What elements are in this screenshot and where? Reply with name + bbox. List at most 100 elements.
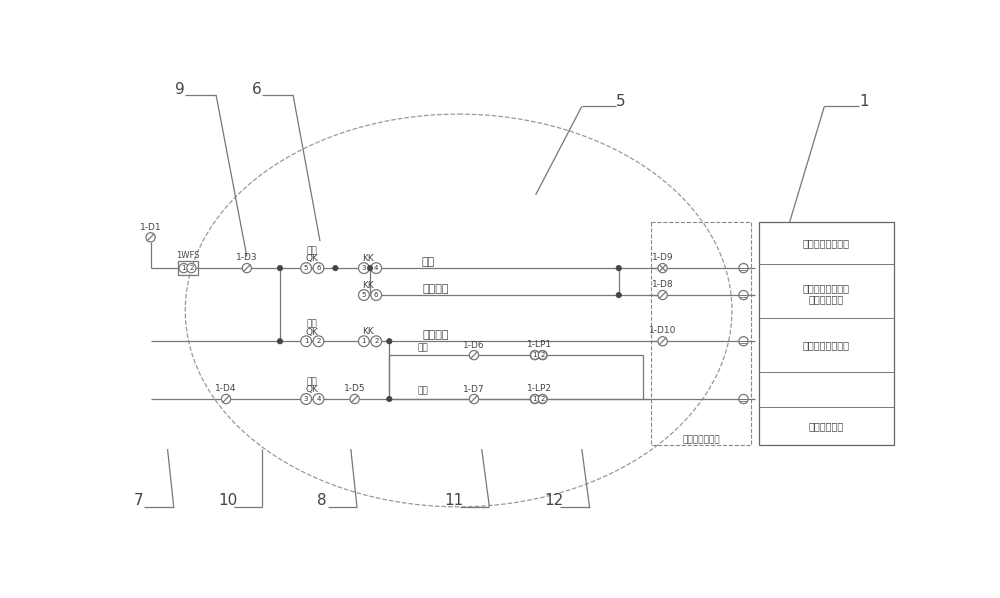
Text: 5: 5 [304,265,308,271]
Text: 2: 2 [540,396,545,402]
Text: 1: 1 [304,338,308,344]
Text: 1: 1 [533,396,537,402]
Text: 1-D7: 1-D7 [463,385,485,393]
Circle shape [739,291,748,300]
Circle shape [221,395,231,404]
Text: KK: KK [362,280,374,289]
Text: 2: 2 [540,352,545,358]
Text: 1: 1 [362,338,366,344]
Circle shape [739,395,748,404]
Circle shape [371,263,382,273]
Text: 同期手合: 同期手合 [422,330,449,340]
Text: 4: 4 [374,265,378,271]
Circle shape [146,233,155,242]
Circle shape [616,292,621,298]
Circle shape [538,351,547,359]
Circle shape [658,291,667,300]
Text: 12: 12 [544,493,564,508]
Text: 1-D3: 1-D3 [236,253,258,262]
Text: 9: 9 [175,82,185,97]
Circle shape [387,396,392,402]
Text: 1: 1 [533,352,537,358]
Circle shape [367,266,373,271]
Text: 7: 7 [134,493,144,508]
Circle shape [350,395,359,404]
Circle shape [301,263,312,273]
Circle shape [538,350,547,360]
Text: KK: KK [362,327,374,335]
Text: 2: 2 [374,338,378,344]
Circle shape [333,266,338,271]
Text: 1-D5: 1-D5 [344,384,365,393]
Text: 就地: 就地 [307,320,318,329]
Text: 1-D8: 1-D8 [652,280,673,289]
Text: 第一套智能终端: 第一套智能终端 [682,435,720,444]
Text: 远方: 远方 [307,377,318,386]
Text: 6: 6 [316,265,321,271]
Text: KK: KK [362,254,374,263]
Circle shape [358,263,369,273]
Text: 1WFS: 1WFS [176,251,199,260]
Circle shape [313,393,324,404]
Circle shape [469,350,479,360]
Text: 就地同期手合开入: 就地同期手合开入 [803,340,850,350]
Circle shape [469,395,479,404]
Text: 1: 1 [181,265,186,271]
Text: 1-D10: 1-D10 [649,326,676,335]
Circle shape [179,264,188,273]
Circle shape [301,393,312,404]
Text: 就地强制手合开入
远方合闸开入: 就地强制手合开入 远方合闸开入 [803,283,850,304]
Text: 1: 1 [860,93,869,108]
Text: 1-D9: 1-D9 [652,253,673,262]
Circle shape [739,264,748,273]
Circle shape [616,266,621,271]
Text: 10: 10 [218,493,237,508]
Circle shape [658,264,667,273]
Circle shape [531,351,539,359]
Circle shape [538,395,547,404]
Text: 远方分闸开入: 远方分闸开入 [809,421,844,431]
Text: 1-D1: 1-D1 [140,223,161,232]
Text: 6: 6 [374,292,378,298]
Text: 11: 11 [444,493,464,508]
Text: 3: 3 [304,396,308,402]
Text: 4: 4 [316,396,321,402]
Circle shape [658,337,667,346]
Circle shape [387,338,392,344]
Text: 5: 5 [615,93,625,108]
Circle shape [187,264,196,273]
Text: 1-LP1: 1-LP1 [527,340,552,349]
Text: 通跳: 通跳 [417,387,428,396]
Text: 手跳: 手跳 [421,257,434,267]
Text: 5: 5 [362,292,366,298]
Text: 就地强制手跳开入: 就地强制手跳开入 [803,237,850,248]
Circle shape [358,336,369,347]
Text: 就地: 就地 [307,246,318,256]
Circle shape [242,264,251,273]
Circle shape [530,350,539,360]
Text: 1-D6: 1-D6 [463,341,485,350]
Circle shape [739,337,748,346]
Text: 3: 3 [362,265,366,271]
Circle shape [277,338,283,344]
Text: 通合: 通合 [417,343,428,352]
Circle shape [371,289,382,300]
Text: 1-D4: 1-D4 [215,384,237,393]
Text: QK: QK [306,254,319,263]
Circle shape [277,266,283,271]
Text: 6: 6 [252,82,262,97]
Text: 8: 8 [317,493,326,508]
Circle shape [531,395,539,403]
Text: 1-LP2: 1-LP2 [527,384,552,393]
Circle shape [538,395,547,403]
Circle shape [313,263,324,273]
Text: 2: 2 [316,338,321,344]
Circle shape [371,336,382,347]
Circle shape [358,289,369,300]
Circle shape [301,336,312,347]
Text: 2: 2 [189,265,194,271]
Text: QK: QK [306,385,319,394]
Circle shape [313,336,324,347]
Circle shape [530,395,539,404]
Text: QK: QK [306,328,319,337]
